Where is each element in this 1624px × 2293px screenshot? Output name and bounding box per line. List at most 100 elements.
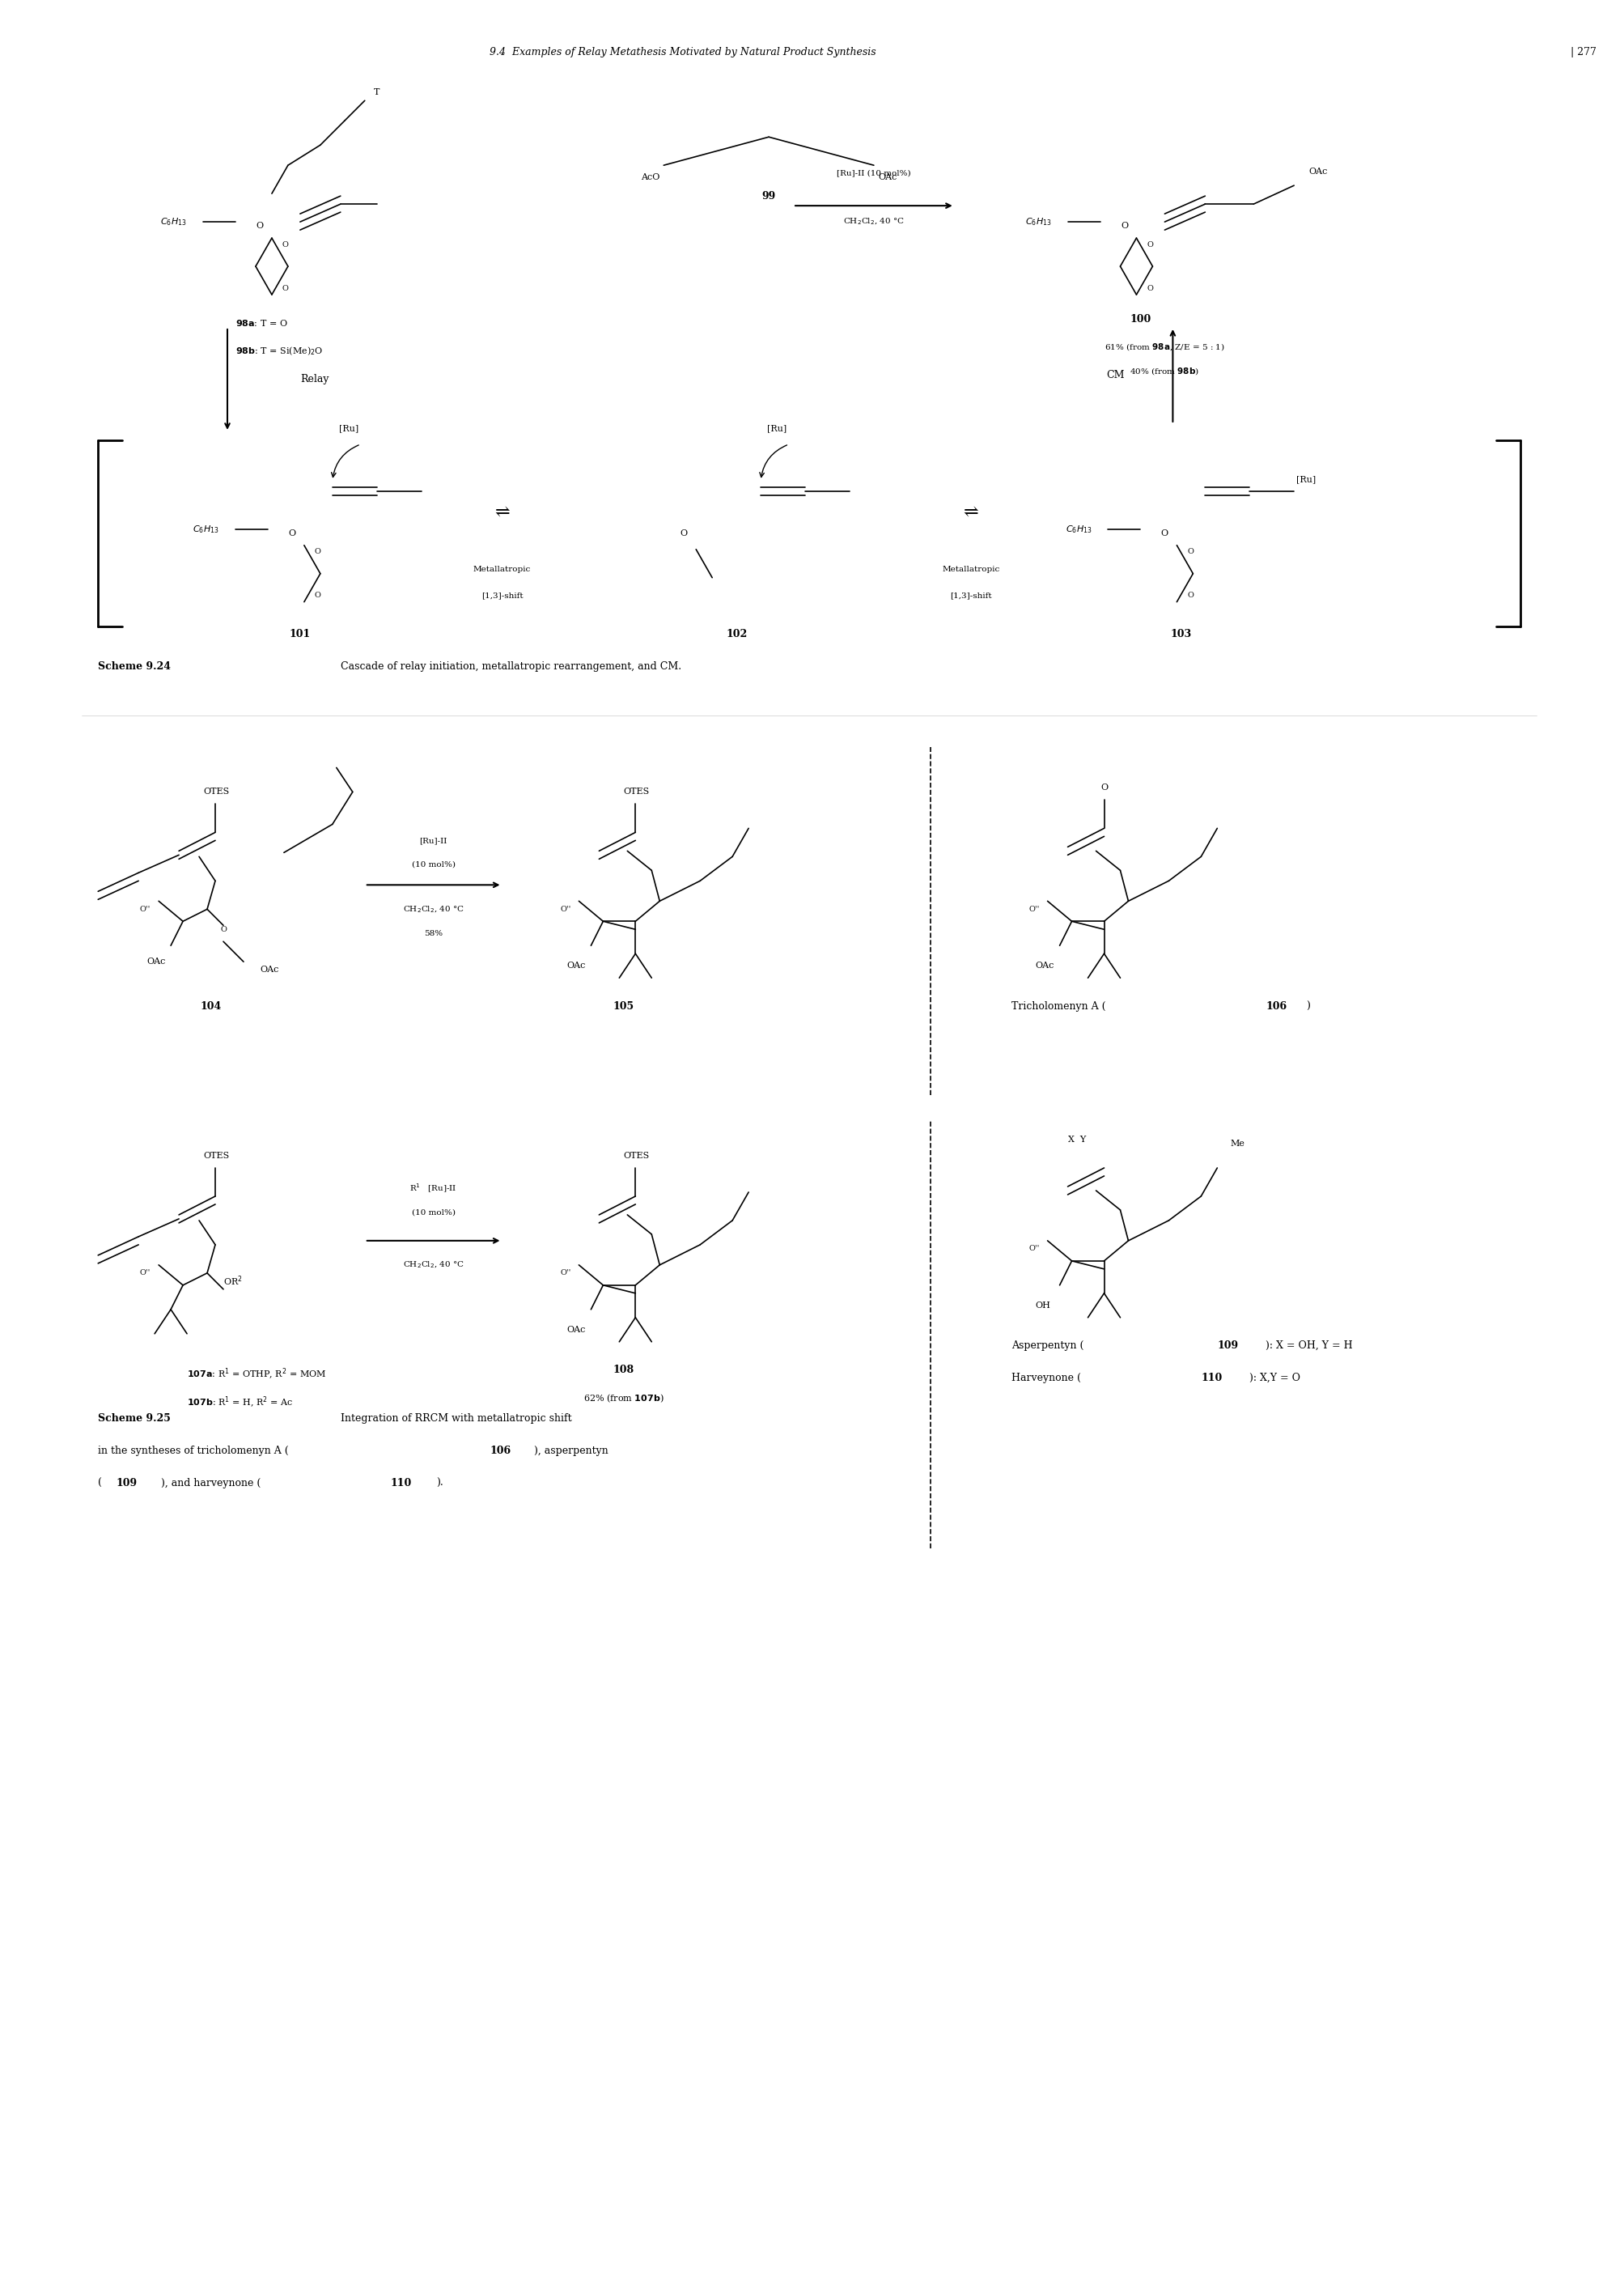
Text: O: O (1099, 784, 1108, 791)
Text: [Ru]: [Ru] (767, 424, 786, 431)
Text: OAc: OAc (567, 961, 585, 970)
Text: CH$_2$Cl$_2$, 40 °C: CH$_2$Cl$_2$, 40 °C (403, 903, 464, 915)
Text: $\mathbf{107b}$: R$^1$ = H, R$^2$ = Ac: $\mathbf{107b}$: R$^1$ = H, R$^2$ = Ac (187, 1394, 292, 1410)
Text: OR$^2$: OR$^2$ (222, 1275, 242, 1289)
Text: O: O (287, 530, 296, 537)
Text: [1,3]-shift: [1,3]-shift (481, 592, 523, 598)
Text: OAc: OAc (260, 965, 278, 975)
Text: OAc: OAc (877, 174, 896, 181)
Text: X  Y: X Y (1067, 1135, 1085, 1144)
Text: OAc: OAc (146, 958, 166, 965)
Text: ), and harveynone (: ), and harveynone ( (161, 1479, 261, 1488)
Text: [Ru]: [Ru] (1296, 475, 1315, 484)
Text: O: O (1147, 284, 1153, 291)
Text: 106: 106 (1265, 1002, 1286, 1011)
Text: $\mathbf{98b}$: T = Si(Me)$_2$O: $\mathbf{98b}$: T = Si(Me)$_2$O (235, 346, 323, 358)
Text: ).: ). (435, 1479, 443, 1488)
Text: [Ru]: [Ru] (339, 424, 359, 431)
Text: in the syntheses of tricholomenyn A (: in the syntheses of tricholomenyn A ( (97, 1445, 289, 1456)
Text: O'': O'' (140, 1270, 151, 1277)
Text: 103: 103 (1169, 628, 1190, 640)
Text: O'': O'' (560, 1270, 570, 1277)
Text: 58%: 58% (424, 929, 443, 938)
Text: (10 mol%): (10 mol%) (411, 1208, 455, 1215)
Text: O'': O'' (140, 906, 151, 913)
Text: 9.4  Examples of Relay Metathesis Motivated by Natural Product Synthesis: 9.4 Examples of Relay Metathesis Motivat… (489, 46, 875, 57)
Text: [Ru]-II (10 mol%): [Ru]-II (10 mol%) (836, 170, 911, 177)
Text: O: O (219, 926, 226, 933)
Text: 62% (from $\mathbf{107b}$): 62% (from $\mathbf{107b}$) (583, 1392, 663, 1403)
Text: R$^1$   [Ru]-II: R$^1$ [Ru]-II (409, 1181, 456, 1195)
Text: $\mathbf{107a}$: R$^1$ = OTHP, R$^2$ = MOM: $\mathbf{107a}$: R$^1$ = OTHP, R$^2$ = M… (187, 1367, 326, 1380)
Text: 40% (from $\mathbf{98b}$): 40% (from $\mathbf{98b}$) (1129, 367, 1199, 376)
Text: $C_6H_{13}$: $C_6H_{13}$ (1065, 523, 1091, 534)
Text: OAc: OAc (1309, 167, 1327, 177)
Text: ): X,Y = O: ): X,Y = O (1249, 1374, 1299, 1383)
Text: ⇌: ⇌ (963, 504, 978, 523)
Text: OTES: OTES (203, 1151, 229, 1160)
Text: O: O (1147, 241, 1153, 248)
Text: 105: 105 (612, 1002, 633, 1011)
Text: CH$_2$Cl$_2$, 40 °C: CH$_2$Cl$_2$, 40 °C (843, 218, 905, 227)
Text: O: O (680, 530, 687, 537)
Text: 110: 110 (390, 1479, 411, 1488)
Text: $C_6H_{13}$: $C_6H_{13}$ (161, 216, 187, 227)
Text: 61% (from $\mathbf{98a}$, Z/E = 5 : 1): 61% (from $\mathbf{98a}$, Z/E = 5 : 1) (1104, 342, 1224, 353)
Text: Harveynone (: Harveynone ( (1010, 1374, 1080, 1383)
Text: O: O (283, 241, 289, 248)
Text: O'': O'' (1028, 906, 1039, 913)
Text: Metallatropic: Metallatropic (942, 566, 999, 573)
Text: Scheme 9.25: Scheme 9.25 (97, 1412, 171, 1424)
Text: O: O (1161, 530, 1168, 537)
Text: 108: 108 (612, 1364, 633, 1376)
Text: ): X = OH, Y = H: ): X = OH, Y = H (1265, 1341, 1353, 1351)
Text: Metallatropic: Metallatropic (473, 566, 531, 573)
Text: AcO: AcO (640, 174, 659, 181)
Text: $C_6H_{13}$: $C_6H_{13}$ (1025, 216, 1051, 227)
Text: Tricholomenyn A (: Tricholomenyn A ( (1010, 1002, 1104, 1011)
Text: Me: Me (1229, 1140, 1244, 1149)
Text: 109: 109 (1216, 1341, 1237, 1351)
Text: $\mathbf{98a}$: T = O: $\mathbf{98a}$: T = O (235, 319, 287, 328)
Text: O'': O'' (560, 906, 570, 913)
Text: 110: 110 (1200, 1374, 1221, 1383)
Text: O'': O'' (1028, 1245, 1039, 1252)
Text: OTES: OTES (203, 789, 229, 796)
Text: (: ( (97, 1479, 102, 1488)
Text: O: O (257, 222, 263, 229)
Text: OH: OH (1034, 1302, 1051, 1309)
Text: O: O (315, 592, 322, 598)
Text: O: O (283, 284, 289, 291)
Text: T: T (374, 89, 380, 96)
Text: 109: 109 (115, 1479, 136, 1488)
Text: O: O (1121, 222, 1127, 229)
Text: O: O (1187, 548, 1194, 555)
Text: [1,3]-shift: [1,3]-shift (950, 592, 991, 598)
Text: (10 mol%): (10 mol%) (411, 862, 455, 869)
Text: OAc: OAc (1034, 961, 1054, 970)
Text: 100: 100 (1129, 314, 1150, 323)
Text: [Ru]-II: [Ru]-II (419, 837, 447, 844)
Text: ⇌: ⇌ (494, 504, 510, 523)
Text: 104: 104 (200, 1002, 222, 1011)
Text: OTES: OTES (624, 789, 650, 796)
Text: OTES: OTES (624, 1151, 650, 1160)
Text: Relay: Relay (300, 374, 328, 385)
Text: ), asperpentyn: ), asperpentyn (534, 1445, 609, 1456)
Text: 106: 106 (490, 1445, 512, 1456)
Text: Asperpentyn (: Asperpentyn ( (1010, 1341, 1083, 1351)
Text: Integration of RRCM with metallatropic shift: Integration of RRCM with metallatropic s… (341, 1412, 572, 1424)
Text: Scheme 9.24: Scheme 9.24 (97, 660, 171, 672)
Text: 99: 99 (762, 190, 775, 202)
Text: 101: 101 (289, 628, 310, 640)
Text: $C_6H_{13}$: $C_6H_{13}$ (193, 523, 219, 534)
Text: | 277: | 277 (1570, 46, 1595, 57)
Text: CM: CM (1106, 369, 1124, 381)
Text: Cascade of relay initiation, metallatropic rearrangement, and CM.: Cascade of relay initiation, metallatrop… (341, 660, 680, 672)
Text: ): ) (1306, 1002, 1309, 1011)
Text: CH$_2$Cl$_2$, 40 °C: CH$_2$Cl$_2$, 40 °C (403, 1259, 464, 1270)
Text: O: O (1187, 592, 1194, 598)
Text: 102: 102 (726, 628, 747, 640)
Text: OAc: OAc (567, 1325, 585, 1335)
Text: O: O (315, 548, 322, 555)
